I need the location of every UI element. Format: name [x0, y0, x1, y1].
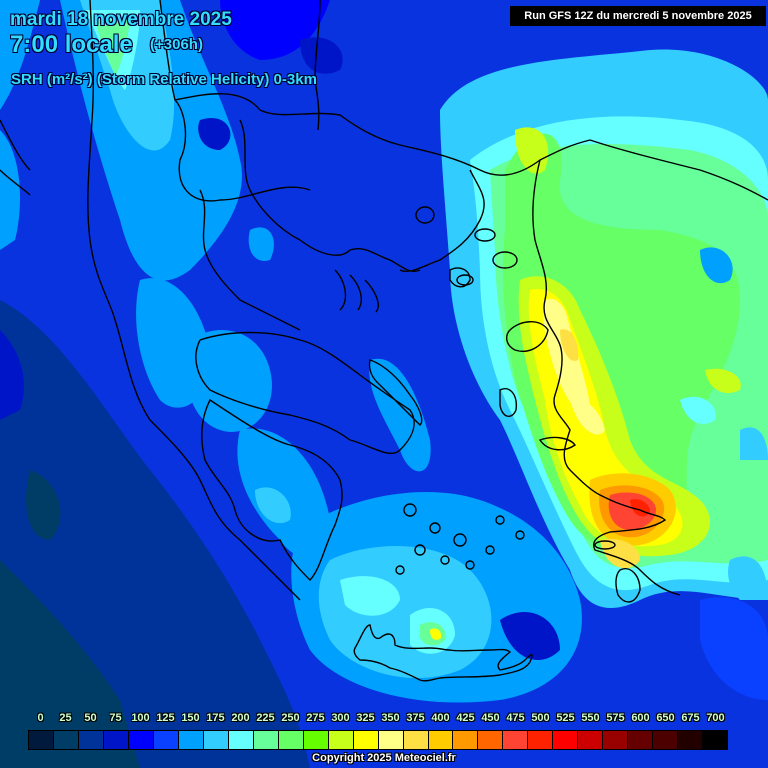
legend-swatch	[278, 731, 304, 749]
legend-swatch	[578, 731, 604, 749]
legend-swatch	[453, 731, 479, 749]
legend-label: 0	[37, 712, 44, 724]
legend-label: 650	[656, 712, 675, 724]
legend-swatch	[603, 731, 629, 749]
legend-swatch	[328, 731, 354, 749]
legend-label: 500	[531, 712, 550, 724]
legend-label: 175	[206, 712, 225, 724]
legend-swatch	[428, 731, 454, 749]
legend-swatch	[78, 731, 104, 749]
legend-label: 325	[356, 712, 375, 724]
legend-label: 575	[606, 712, 625, 724]
legend-swatch	[503, 731, 529, 749]
legend-swatch	[303, 731, 329, 749]
legend-swatch	[478, 731, 504, 749]
legend-label: 400	[431, 712, 450, 724]
legend-label: 75	[109, 712, 122, 724]
parameter-title: SRH (m²/s²) (Storm Relative Helicity) 0-…	[11, 71, 317, 88]
legend-label: 700	[706, 712, 725, 724]
legend-swatch	[378, 731, 404, 749]
forecast-lead-time: (+306h)	[150, 36, 203, 53]
legend-swatch	[703, 731, 728, 749]
legend-label: 550	[581, 712, 600, 724]
legend-labels: 0 25 50 75 100 125 150 175 200 225 250 275 300 325 350…	[28, 712, 728, 728]
legend-swatch	[203, 731, 229, 749]
legend-label: 300	[331, 712, 350, 724]
legend-label: 25	[59, 712, 72, 724]
legend-swatch	[403, 731, 429, 749]
copyright: Copyright 2025 Meteociel.fr	[312, 752, 456, 764]
legend-label: 675	[681, 712, 700, 724]
model-run-info: Run GFS 12Z du mercredi 5 novembre 2025	[510, 6, 766, 26]
legend-swatch	[678, 731, 704, 749]
legend-swatch	[29, 731, 54, 749]
color-legend	[28, 730, 728, 750]
legend-swatch	[128, 731, 154, 749]
forecast-date: mardi 18 novembre 2025	[10, 9, 232, 30]
legend-label: 450	[481, 712, 500, 724]
legend-label: 125	[156, 712, 175, 724]
legend-swatch	[253, 731, 279, 749]
legend-swatch	[353, 731, 379, 749]
legend-label: 475	[506, 712, 525, 724]
legend-label: 525	[556, 712, 575, 724]
legend-swatch	[553, 731, 579, 749]
legend-label: 50	[84, 712, 97, 724]
forecast-local-time: 7:00 locale	[10, 31, 133, 58]
legend-label: 375	[406, 712, 425, 724]
legend-swatch	[153, 731, 179, 749]
legend-label: 225	[256, 712, 275, 724]
legend-label: 275	[306, 712, 325, 724]
legend-label: 350	[381, 712, 400, 724]
legend-swatch	[103, 731, 129, 749]
legend-swatch	[628, 731, 654, 749]
legend-label: 150	[181, 712, 200, 724]
legend-label: 100	[131, 712, 150, 724]
legend-swatch	[178, 731, 204, 749]
legend-swatch	[53, 731, 79, 749]
legend-label: 600	[631, 712, 650, 724]
legend-swatch	[228, 731, 254, 749]
legend-label: 425	[456, 712, 475, 724]
legend-label: 250	[281, 712, 300, 724]
legend-swatch	[528, 731, 554, 749]
legend-label: 200	[231, 712, 250, 724]
legend-swatch	[653, 731, 679, 749]
